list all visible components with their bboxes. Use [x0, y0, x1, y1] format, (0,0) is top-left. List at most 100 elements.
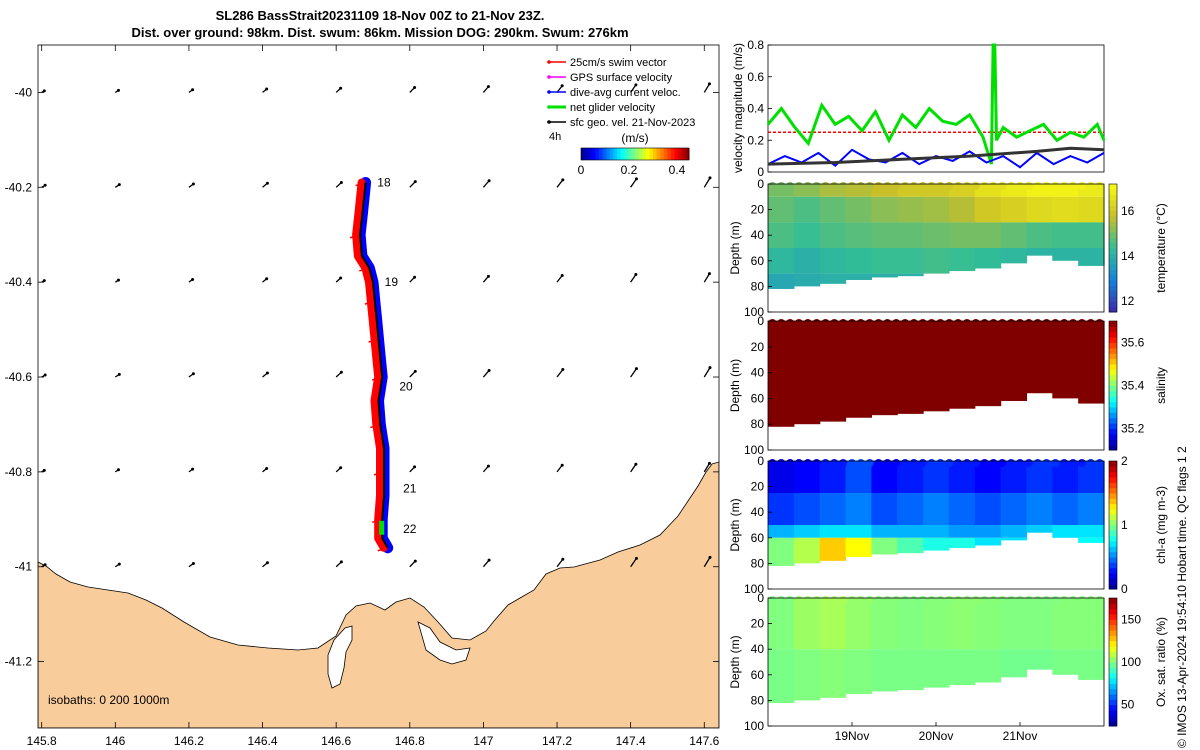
section-cell	[845, 248, 872, 274]
velocity-series-line	[767, 148, 1105, 169]
section-surface-dot	[971, 182, 980, 190]
chlorophyll-section: 0 20 40 60 80 100 Depth (m) 0 1 2 chl-a (mg m-3)	[728, 454, 1168, 596]
section-cell	[768, 321, 795, 427]
section-surface-dot	[1016, 182, 1024, 190]
section-surface-dot	[1095, 319, 1104, 327]
isobaths-label: isobaths: 0 200 1000m	[48, 693, 169, 707]
current-vector-head	[117, 183, 121, 187]
current-vector-head	[487, 368, 491, 372]
section-surface-dot	[821, 319, 830, 327]
section-colorbar-cell	[1109, 503, 1117, 510]
section-cell	[845, 537, 872, 557]
section-surface-dot	[1095, 182, 1104, 190]
section-surface-dot	[1042, 319, 1051, 327]
section-colorbar-cell	[1109, 396, 1117, 403]
y-tick-label: -40	[15, 85, 33, 99]
section-colorbar-tick: 150	[1121, 612, 1141, 626]
map-axis-ticks: 145.8 146 146.2 146.4 146.6 146.8 147 147.2 147.…	[5, 45, 720, 748]
section-cell	[897, 196, 924, 223]
section-surface-dot	[865, 459, 874, 467]
section-cell	[793, 537, 821, 564]
depth-tick-label: 40	[751, 366, 765, 380]
section-surface-dot	[927, 459, 936, 467]
depth-tick-label: 100	[744, 443, 764, 457]
section-surface-dot	[954, 596, 963, 604]
section-cell	[793, 248, 821, 274]
section-cell	[1026, 649, 1053, 670]
colorbar-cell	[624, 148, 629, 160]
section-cell	[1052, 196, 1079, 223]
section-colorbar-cell	[1109, 651, 1117, 658]
depth-tick-label: 0	[757, 177, 764, 191]
section-colorbar-cell	[1109, 253, 1117, 260]
section-surface-dot	[883, 319, 892, 327]
section-surface-dot	[909, 596, 918, 604]
section-surface-dot	[812, 182, 821, 190]
current-vector-head	[339, 466, 343, 470]
section-colorbar-cell	[1109, 232, 1117, 238]
section-colorbar-cell	[1109, 630, 1117, 636]
section-surface-dot	[980, 459, 989, 467]
current-vector-head	[413, 465, 417, 469]
section-colorbar-cell	[1109, 189, 1117, 196]
section-cell	[974, 525, 1002, 538]
section-colorbar-cell	[1109, 720, 1117, 727]
velocity-series-line	[766, 43, 1106, 165]
section-surface-dot	[812, 459, 821, 467]
section-cell	[923, 196, 950, 223]
current-vector-head	[413, 180, 417, 184]
section-surface-dot	[1077, 182, 1086, 190]
depth-tick-label: 40	[751, 505, 765, 519]
swim-vector	[371, 376, 383, 381]
section-cell	[1052, 321, 1079, 399]
x-tick-label: 146.6	[321, 734, 351, 748]
section-colorbar-cell	[1109, 248, 1117, 254]
colorbar-frame	[580, 147, 690, 161]
section-colorbar-cell	[1109, 280, 1117, 286]
section-cell	[871, 493, 898, 525]
current-vector-head	[561, 557, 565, 561]
section-colorbar-cell	[1109, 380, 1117, 386]
credit-text: © IMOS 13-Apr-2024 19:54:10 Hobart time.…	[1175, 446, 1189, 748]
velocity-series-line	[767, 146, 1105, 166]
section-colorbar-tick: 0	[1121, 582, 1128, 596]
section-colorbar-cell	[1109, 285, 1117, 292]
legend-swatch-head	[547, 75, 551, 79]
velocity-y-tick-label: 0.8	[747, 38, 764, 52]
section-surface-dot	[848, 319, 856, 327]
section-colorbar-cell	[1109, 258, 1117, 265]
section-colorbar-frame	[1108, 597, 1118, 727]
section-cell	[1078, 196, 1105, 223]
section-colorbar-tick: 100	[1121, 655, 1141, 669]
section-surface-dot	[777, 596, 786, 604]
section-surface-dot	[803, 459, 812, 467]
section-cell	[948, 649, 976, 686]
depth-tick-label: 80	[751, 556, 765, 570]
section-cell	[948, 598, 976, 650]
current-vector	[630, 557, 637, 568]
section-cell	[1000, 248, 1028, 264]
section-surface-dot	[998, 182, 1007, 190]
section-surface-dot	[918, 459, 927, 467]
current-vector-head	[708, 366, 712, 370]
section-cell	[845, 273, 872, 280]
section-colorbar-cell	[1109, 573, 1117, 579]
legend-label: GPS surface velocity	[570, 72, 673, 84]
x-tick-label: 146	[105, 734, 125, 748]
section-cell	[768, 273, 795, 289]
section-surface-dot	[1095, 459, 1104, 467]
section-cell	[923, 248, 950, 274]
section-surface-dot	[768, 459, 777, 467]
current-vector-head	[634, 177, 638, 181]
x-tick-label: 147.6	[689, 734, 719, 748]
current-vector-head	[116, 88, 120, 92]
section-cell	[819, 493, 847, 525]
section-cell	[923, 537, 950, 551]
section-cell	[845, 321, 872, 418]
section-colorbar-cell	[1109, 614, 1117, 620]
section-cell	[948, 248, 976, 272]
section-cell	[871, 321, 898, 416]
section-cell	[974, 222, 1002, 248]
section-colorbar-cell	[1109, 471, 1117, 478]
section-cell	[1000, 537, 1028, 541]
